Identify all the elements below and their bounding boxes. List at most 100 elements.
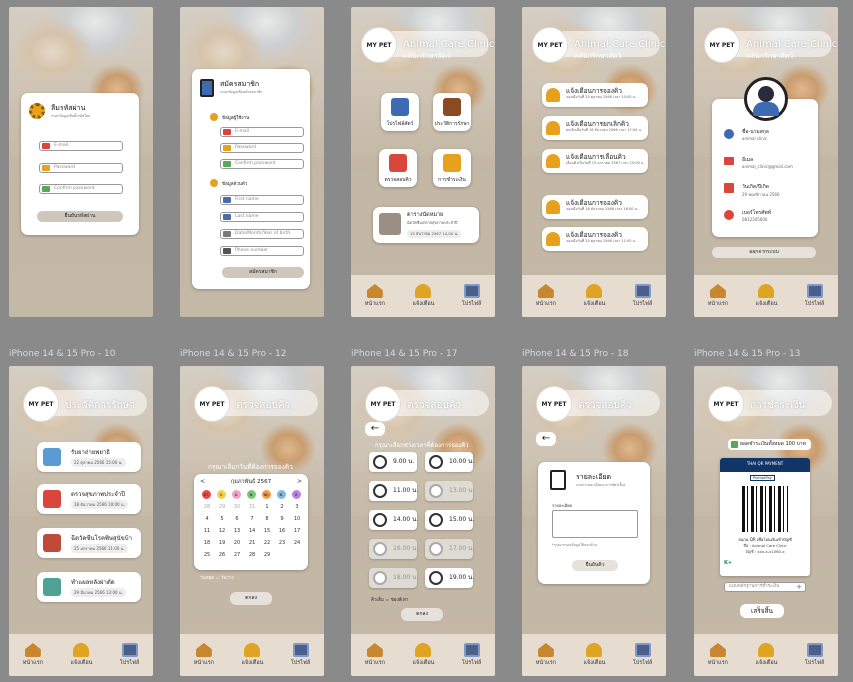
back-button[interactable]: ← <box>536 432 556 446</box>
tab-home[interactable]: หน้าแรก <box>365 284 385 308</box>
calendar-day[interactable]: 19 <box>218 540 226 546</box>
tab-notify[interactable]: แจ้งเตือน <box>241 643 263 667</box>
detail-textarea[interactable] <box>552 510 638 538</box>
phone-field[interactable]: Phone number <box>220 246 304 256</box>
calendar-day[interactable]: 26 <box>218 552 226 558</box>
time-slot[interactable]: 11.00 น. <box>369 481 418 501</box>
calendar-day[interactable]: 3 <box>295 504 299 510</box>
calendar-day[interactable]: 2 <box>280 504 284 510</box>
tab-home[interactable]: หน้าแรก <box>708 284 728 308</box>
password-field[interactable]: Password <box>220 143 304 153</box>
calendar-day[interactable]: 27 <box>233 552 241 558</box>
dob-field[interactable]: Date/Month/Year of birth <box>220 229 304 239</box>
menu-pet-profile[interactable]: โปรไฟล์สัตว์ <box>381 93 419 131</box>
history-item[interactable]: รับยาถ่ายพยาธิ 22 ตุลาคม 2566 15:00 น. <box>37 442 141 472</box>
appointment-card[interactable]: ตารางนัดหมาย นัดวัคซีน/ตรวจสุขภาพประจำปี… <box>373 207 479 243</box>
confirm-reset-button[interactable]: ยืนยันรหัสผ่าน <box>37 211 123 222</box>
tab-home[interactable]: หน้าแรก <box>536 643 556 667</box>
calendar-day[interactable]: 13 <box>233 528 241 534</box>
tab-notify[interactable]: แจ้งเตือน <box>583 643 605 667</box>
menu-payment[interactable]: การชำระเงิน <box>433 149 471 187</box>
calendar-day[interactable]: 20 <box>233 540 241 546</box>
menu-history[interactable]: ประวัติการรักษา <box>433 93 471 131</box>
tab-notify[interactable]: แจ้งเตือน <box>412 284 434 308</box>
calendar-day[interactable]: 10 <box>293 516 301 522</box>
tab-profile[interactable]: โปรไฟล์ <box>805 284 824 308</box>
back-button[interactable]: ← <box>365 422 385 436</box>
tab-notify[interactable]: แจ้งเตือน <box>70 643 92 667</box>
next-month-button[interactable]: > <box>296 478 302 485</box>
calendar-day[interactable]: 29 <box>263 552 271 558</box>
notification-item[interactable]: แจ้งเตือนการเลื่อนคิว เลื่อนคิวเป็นวันที่… <box>542 149 648 173</box>
tab-notify[interactable]: แจ้งเตือน <box>412 643 434 667</box>
notification-item[interactable]: แจ้งเตือนการยกเลิกคิว ยกเลิกเมื่อวันที่ 1… <box>542 116 648 140</box>
tab-notify[interactable]: แจ้งเตือน <box>755 284 777 308</box>
notification-item[interactable]: แจ้งเตือนการจองคิว จองเมื่อวันที่ 25 ตุลา… <box>542 227 648 251</box>
calendar-day[interactable]: 31 <box>248 504 256 510</box>
tab-home[interactable]: หน้าแรก <box>194 643 214 667</box>
ok-button[interactable]: ตกลง <box>401 608 443 621</box>
calendar-day[interactable]: 17 <box>293 528 301 534</box>
calendar-day[interactable]: 4 <box>205 516 209 522</box>
calendar-day[interactable]: 24 <box>293 540 301 546</box>
prev-month-button[interactable]: < <box>200 478 206 485</box>
upload-slip-field[interactable]: แนบหลักฐานการชำระเงิน + <box>724 582 806 592</box>
menu-book-queue[interactable]: ตรวจสอบคิว <box>379 149 417 187</box>
email-field[interactable]: E-mail <box>220 127 304 137</box>
tab-notify[interactable]: แจ้งเตือน <box>583 284 605 308</box>
calendar-day[interactable]: 30 <box>233 504 241 510</box>
time-slot[interactable]: 15.00 น. <box>425 510 474 530</box>
history-item[interactable]: ตรวจสุขภาพประจำปี 18 ธันวาคม 2566 10:00 น… <box>37 484 141 514</box>
calendar-day[interactable]: 22 <box>263 540 271 546</box>
calendar-day[interactable]: 1 <box>265 504 269 510</box>
tab-profile[interactable]: โปรไฟล์ <box>462 643 481 667</box>
tab-home[interactable]: หน้าแรก <box>23 643 43 667</box>
register-button[interactable]: สมัครสมาชิก <box>222 267 304 278</box>
calendar-day[interactable]: 14 <box>248 528 256 534</box>
time-slot[interactable]: 10.00 น. <box>425 452 474 472</box>
tab-home[interactable]: หน้าแรก <box>708 643 728 667</box>
confirm-password-field[interactable]: Confirm password <box>220 159 304 169</box>
notification-item[interactable]: แจ้งเตือนการจองคิว จองเมื่อวันที่ 18 ธันว… <box>542 195 648 219</box>
password-field[interactable]: Password <box>39 163 123 173</box>
calendar-day[interactable]: 28 <box>248 552 256 558</box>
calendar-day[interactable]: 5 <box>220 516 224 522</box>
calendar-day[interactable]: 23 <box>278 540 286 546</box>
email-field[interactable]: E-mail <box>39 141 123 151</box>
tab-profile[interactable]: โปรไฟล์ <box>120 643 139 667</box>
calendar-day[interactable]: 29 <box>218 504 226 510</box>
last-name-field[interactable]: Last name <box>220 212 304 222</box>
tab-home[interactable]: หน้าแรก <box>365 643 385 667</box>
calendar-day[interactable]: 25 <box>203 552 211 558</box>
ok-button[interactable]: ตกลง <box>230 592 272 605</box>
tab-profile[interactable]: โปรไฟล์ <box>291 643 310 667</box>
notification-item[interactable]: แจ้งเตือนการจองคิว จองเมื่อวันที่ 25 ตุลา… <box>542 83 648 107</box>
calendar-day[interactable]: 11 <box>203 528 211 534</box>
confirm-password-field[interactable]: Confirm password <box>39 184 123 194</box>
calendar-day[interactable]: 7 <box>250 516 254 522</box>
time-slot[interactable]: 14.00 น. <box>369 510 418 530</box>
history-item[interactable]: ทำแผลหลังผ่าตัด 29 มีนาคม 2566 13:00 น. <box>37 572 141 602</box>
calendar-day[interactable]: 6 <box>235 516 239 522</box>
time-slot[interactable]: 19.00 น. <box>425 568 474 588</box>
tab-profile[interactable]: โปรไฟล์ <box>633 643 652 667</box>
calendar-day[interactable]: 8 <box>265 516 269 522</box>
tab-profile[interactable]: โปรไฟล์ <box>633 284 652 308</box>
history-item[interactable]: ฉีดวัคซีนโรคพิษสุนัขบ้า 25 มกราคม 2566 11… <box>37 528 141 558</box>
time-slot[interactable]: 9.00 น. <box>369 452 417 472</box>
tab-profile[interactable]: โปรไฟล์ <box>805 643 824 667</box>
tab-profile[interactable]: โปรไฟล์ <box>462 284 481 308</box>
tab-notify[interactable]: แจ้งเตือน <box>755 643 777 667</box>
calendar-day[interactable]: 12 <box>218 528 226 534</box>
calendar-day[interactable]: 28 <box>203 504 211 510</box>
finish-button[interactable]: เสร็จสิ้น <box>740 604 784 618</box>
calendar-day[interactable]: 15 <box>263 528 271 534</box>
confirm-queue-button[interactable]: ยืนยันคิว <box>572 560 618 571</box>
logout-button[interactable]: ออกจากระบบ <box>712 247 816 258</box>
tab-home[interactable]: หน้าแรก <box>536 284 556 308</box>
calendar-day[interactable]: 21 <box>248 540 256 546</box>
calendar-day[interactable]: 9 <box>280 516 284 522</box>
calendar-day[interactable]: 18 <box>203 540 211 546</box>
first-name-field[interactable]: First name <box>220 195 304 205</box>
calendar-day[interactable]: 16 <box>278 528 286 534</box>
